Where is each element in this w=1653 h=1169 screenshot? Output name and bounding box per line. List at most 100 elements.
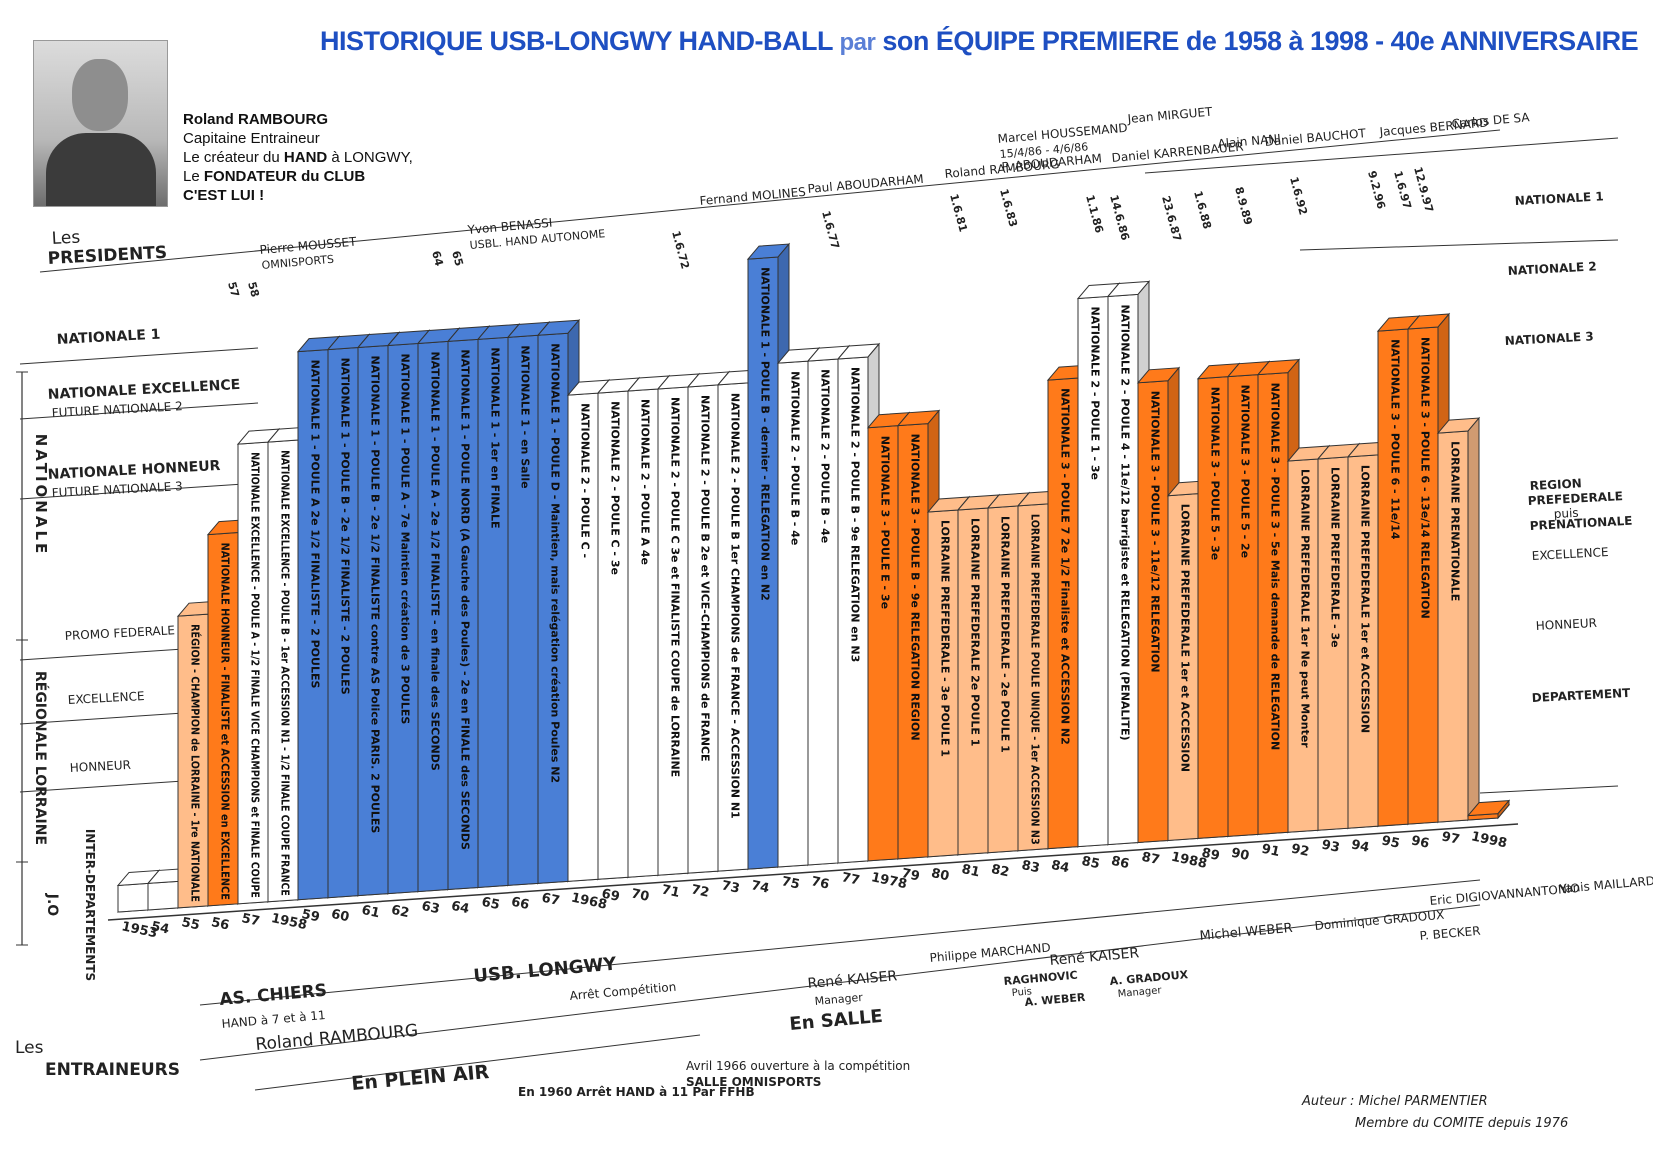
plein-air-line xyxy=(254,1034,701,1091)
bar-text: NATIONALE 2 - POULE B - 4e xyxy=(789,371,802,545)
base-axis-line xyxy=(107,823,1519,921)
bar-text: NATIONALE 3 - POULE 3 - 5e Mais demande … xyxy=(1269,383,1282,751)
trainers-label-2: ENTRAINEURS xyxy=(45,1060,180,1080)
bar-text: NATIONALE 2 - POULE B 2e et VICE-CHAMPIO… xyxy=(699,395,712,762)
year-label: 61 xyxy=(360,903,381,921)
year-label: 1968 xyxy=(570,891,609,913)
trainer-label: René KAISER xyxy=(807,968,898,992)
bar-text: NATIONALE 3 - POULE 5 - 2e xyxy=(1239,385,1252,558)
year-label: 91 xyxy=(1260,842,1281,860)
bar-text: NATIONALE 2 - POULE 4 - 11e/12 barrigist… xyxy=(1119,304,1132,740)
year-label: 65 xyxy=(480,895,501,913)
trainers-timeline-1 xyxy=(199,904,1481,1061)
president-date: 1.6.83 xyxy=(997,187,1020,228)
year-label: 62 xyxy=(390,903,411,921)
bar-text: NATIONALE 3 - POULE 6 - 11e/14 xyxy=(1389,339,1402,540)
bar-text: NATIONALE 2 - POULE B 1er CHAMPIONS de F… xyxy=(729,393,742,819)
president-date: 9.2.96 xyxy=(1365,169,1388,210)
right-level-label: PREFEDERALE xyxy=(1527,489,1623,508)
trainer-label: Yanis MAILLARD xyxy=(1558,874,1653,896)
bar-text: NATIONALE 2 - POULE A 4e xyxy=(639,399,652,565)
bar-text: NATIONALE EXCELLENCE - POULE B - 1er ACC… xyxy=(279,450,292,896)
year-label: 1958 xyxy=(270,911,309,933)
year-label: 59 xyxy=(300,907,321,925)
president-date: 1.6.88 xyxy=(1191,189,1214,230)
trainer-label: En PLEIN AIR xyxy=(351,1061,491,1095)
bar-text: NATIONALE 1 - POULE A 2e 1/2 FINALISTE -… xyxy=(309,360,322,689)
bar-text: NATIONALE 1 - POULE D - Maintien, mais r… xyxy=(549,343,562,783)
year-label: 83 xyxy=(1020,858,1041,876)
year-label: 56 xyxy=(210,915,231,933)
year-label: 84 xyxy=(1050,858,1071,876)
level-label: NATIONALE 1 xyxy=(56,327,160,348)
founder-line2: Le créateur du HAND à LONGWY, xyxy=(183,149,413,166)
bar-text: NATIONALE 1 - en Salle xyxy=(519,345,532,488)
year-label: 1953 xyxy=(120,919,159,941)
year-label: 74 xyxy=(750,878,771,896)
bar-side xyxy=(1497,799,1510,820)
year-label: 82 xyxy=(990,862,1011,880)
bar-text: NATIONALE 1 - POULE B - dernier - RELEGA… xyxy=(759,267,772,601)
year-label: 96 xyxy=(1410,833,1431,851)
president-date: 8.9.89 xyxy=(1232,185,1255,226)
president-name: Daniel BAUCHOT xyxy=(1264,126,1367,149)
level-sublabel: FUTURE NATIONALE 2 xyxy=(51,399,183,420)
year-label: 73 xyxy=(720,878,741,896)
axes-layer xyxy=(16,129,1619,1091)
president-date: 1.6.92 xyxy=(1287,175,1310,216)
bar-text: LORRAINE PREFEDERALE - 3e POULE 1 xyxy=(939,520,952,757)
right-level-label: puis xyxy=(1553,506,1579,521)
presidents-timeline xyxy=(39,129,1501,273)
trainer-label: HAND à 7 et à 11 xyxy=(221,1008,326,1031)
year-label: 1978 xyxy=(870,870,909,892)
bar-text: LORRAINE PREFEDERALE 1er et ACCESSION xyxy=(1359,465,1372,733)
president-date: 23.6.87 xyxy=(1159,194,1184,242)
president-name: Paul ABOUDARHAM xyxy=(807,172,924,196)
right-level-label: HONNEUR xyxy=(1535,616,1597,633)
bar-text: NATIONALE 2 - POULE C 3e et FINALISTE CO… xyxy=(669,397,682,777)
bar-97 xyxy=(1436,416,1481,823)
year-label: 1988 xyxy=(1170,850,1209,872)
president-date: 1.6.77 xyxy=(819,209,842,250)
president-name: Pierre MOUSSET xyxy=(259,235,358,257)
year-label: 69 xyxy=(600,887,621,905)
bar-front xyxy=(117,882,149,913)
photo-head xyxy=(72,59,128,131)
year-label: 71 xyxy=(660,882,681,900)
president-date: 14.6.86 xyxy=(1107,193,1132,242)
president-date: 58 xyxy=(245,280,262,298)
photo-body xyxy=(46,133,156,206)
trainer-label: En SALLE xyxy=(789,1006,884,1035)
right-n2-line xyxy=(1299,239,1619,251)
bar-text: NATIONALE EXCELLENCE - POULE A - 1/2 FIN… xyxy=(249,452,262,898)
bar-text: NATIONALE 2 - POULE B - 4e xyxy=(819,369,832,543)
bar-text: LORRAINE PREFEDERALE - 3e xyxy=(1329,467,1342,648)
level-label: HONNEUR xyxy=(69,758,131,775)
president-name: Carlos DE SA xyxy=(1451,110,1531,131)
bar-text: NATIONALE 1 - POULE B - 2e 1/2 FINALISTE… xyxy=(369,356,382,834)
trainer-label: AS. CHIERS xyxy=(219,981,328,1010)
bar-text: NATIONALE 3 - POULE 7 2e 1/2 Finaliste e… xyxy=(1059,388,1072,745)
bar-text: NATIONALE 1 - 1er en FINALE xyxy=(489,347,502,528)
president-date: 1.6.97 xyxy=(1391,169,1414,210)
axis-label-nationale: NATIONALE xyxy=(32,434,50,557)
bar-text: NATIONALE 1 - POULE B - 2e 1/2 FINALISTE… xyxy=(339,358,352,695)
note-1966-line2: SALLE OMNISPORTS xyxy=(686,1075,821,1089)
axis-label-jo: J.O xyxy=(44,893,60,917)
right-base-line xyxy=(1479,785,1619,794)
year-label: 79 xyxy=(900,866,921,884)
bar-text: NATIONALE 2 - POULE 1 - 3e xyxy=(1089,306,1102,479)
trainer-label: A. WEBER xyxy=(1024,991,1086,1009)
year-label: 63 xyxy=(420,899,441,917)
axis-label-interdep: INTER-DEPARTEMENTS xyxy=(83,829,97,981)
year-label: 77 xyxy=(840,870,861,888)
bar-text: NATIONALE 2 - POULE C - xyxy=(579,403,592,558)
president-sub: OMNISPORTS xyxy=(261,253,334,272)
year-label: 64 xyxy=(450,899,471,917)
trainers-timeline-2 xyxy=(199,879,1481,1006)
year-label: 70 xyxy=(630,886,651,904)
president-date: 65 xyxy=(449,249,466,267)
author-membership: Membre du COMITE depuis 1976 xyxy=(1355,1116,1569,1131)
trainer-label: A. GRADOUX xyxy=(1109,968,1189,988)
year-label: 76 xyxy=(810,874,831,892)
